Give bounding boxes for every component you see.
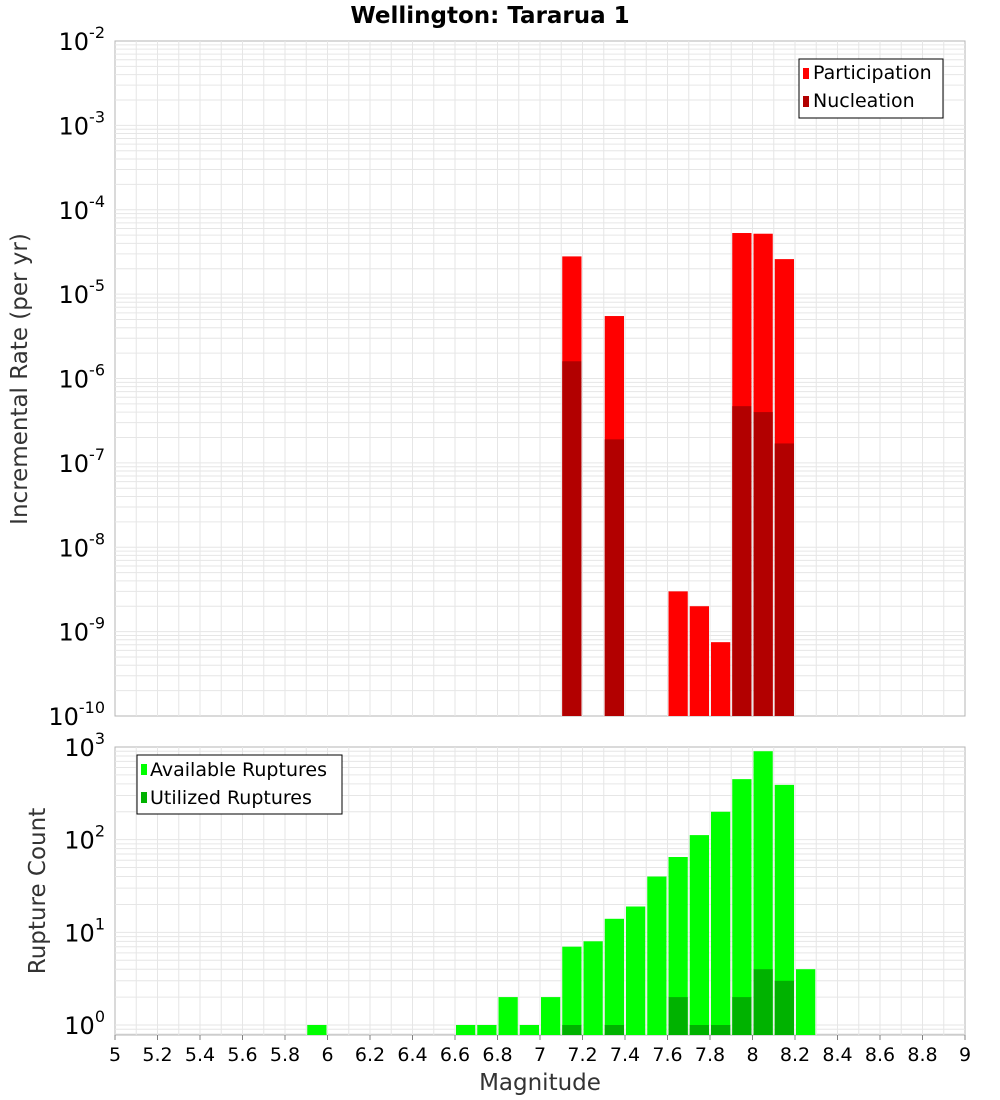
x-tick-label: 8 bbox=[746, 1044, 758, 1066]
legend-swatch-nucleation bbox=[803, 96, 809, 107]
available-ruptures-bar bbox=[689, 835, 709, 1035]
available-ruptures-bar bbox=[498, 997, 518, 1035]
utilized-ruptures-bar bbox=[604, 1025, 624, 1035]
legend-label-available: Available Ruptures bbox=[150, 759, 327, 781]
x-tick-label: 6.8 bbox=[482, 1044, 512, 1066]
available-ruptures-bar bbox=[583, 941, 603, 1035]
x-tick-label: 7.8 bbox=[695, 1044, 725, 1066]
nucleation-bar bbox=[753, 412, 773, 716]
utilized-ruptures-bar bbox=[562, 1025, 582, 1035]
count-panel: 100 101 102 103 5 5.2 5.4 5.6 5.8 6 6.2 6.4 6.6 6.8 7… bbox=[25, 729, 971, 1096]
available-ruptures-bar bbox=[711, 811, 731, 1035]
x-tick-label: 8.6 bbox=[865, 1044, 895, 1066]
count-legend-box bbox=[136, 754, 343, 815]
legend-label-participation: Participation bbox=[813, 62, 932, 84]
y-tick-label: 10-8 bbox=[59, 529, 106, 562]
nucleation-bar bbox=[562, 361, 582, 716]
y-tick-label: 10-6 bbox=[59, 361, 106, 394]
available-ruptures-bar bbox=[604, 918, 624, 1035]
x-tick-label: 8.4 bbox=[822, 1044, 852, 1066]
x-axis-label: Magnitude bbox=[479, 1070, 601, 1096]
y-tick-label: 10-5 bbox=[59, 276, 106, 309]
x-tick-label: 6 bbox=[321, 1044, 333, 1066]
available-ruptures-bar bbox=[796, 969, 816, 1035]
utilized-ruptures-bar bbox=[689, 1025, 709, 1035]
legend-swatch-participation bbox=[803, 68, 809, 79]
rate-y-ticks: 10-10 10-9 10-8 10-7 10-6 10-5 10-4 10-3 10-2 bbox=[48, 23, 105, 731]
y-tick-label: 100 bbox=[64, 1007, 105, 1040]
rate-legend-box bbox=[798, 58, 944, 119]
chart-title: Wellington: Tararua 1 bbox=[350, 3, 629, 29]
y-tick-label: 101 bbox=[64, 914, 105, 947]
x-tick-label: 8.2 bbox=[780, 1044, 810, 1066]
x-tick-label: 9 bbox=[959, 1044, 971, 1066]
x-tick-label: 5.6 bbox=[227, 1044, 257, 1066]
x-tick-label: 6.4 bbox=[397, 1044, 427, 1066]
available-ruptures-bar bbox=[541, 997, 561, 1035]
y-tick-label: 10-4 bbox=[59, 192, 106, 225]
x-tick-label: 7.2 bbox=[567, 1044, 597, 1066]
x-tick-label: 6.6 bbox=[440, 1044, 470, 1066]
count-y-axis-label: Rupture Count bbox=[25, 808, 51, 974]
x-tick-label: 8.8 bbox=[907, 1044, 937, 1066]
count-y-ticks: 100 101 102 103 bbox=[64, 729, 105, 1040]
available-ruptures-bar bbox=[626, 906, 646, 1035]
available-ruptures-bar bbox=[307, 1025, 327, 1035]
available-ruptures-bar bbox=[519, 1025, 539, 1035]
nucleation-bar bbox=[732, 406, 752, 716]
participation-bar bbox=[689, 606, 709, 716]
y-tick-label: 103 bbox=[64, 729, 105, 762]
x-tick-label: 5.8 bbox=[270, 1044, 300, 1066]
available-ruptures-bar bbox=[668, 857, 688, 1035]
nucleation-bar bbox=[604, 439, 624, 716]
legend-label-nucleation: Nucleation bbox=[813, 90, 915, 112]
x-tick-label: 7 bbox=[534, 1044, 546, 1066]
available-ruptures-bar bbox=[753, 751, 773, 1035]
y-tick-label: 10-10 bbox=[48, 698, 105, 731]
utilized-ruptures-bar bbox=[753, 969, 773, 1035]
utilized-ruptures-bar bbox=[774, 980, 794, 1035]
rate-legend: Participation Nucleation bbox=[798, 58, 944, 119]
available-ruptures-bar bbox=[774, 784, 794, 1035]
x-tick-label: 5 bbox=[109, 1044, 121, 1066]
available-ruptures-bar bbox=[732, 779, 752, 1035]
available-ruptures-bar bbox=[456, 1025, 476, 1035]
available-ruptures-bar bbox=[562, 946, 582, 1035]
rate-y-axis-label: Incremental Rate (per yr) bbox=[7, 233, 33, 525]
utilized-ruptures-bar bbox=[711, 1025, 731, 1035]
participation-bar bbox=[668, 591, 688, 716]
x-tick-label: 5.2 bbox=[142, 1044, 172, 1066]
participation-bar bbox=[711, 642, 731, 716]
legend-swatch-utilized bbox=[141, 792, 147, 803]
x-tick-label: 7.4 bbox=[610, 1044, 640, 1066]
available-ruptures-bar bbox=[647, 876, 667, 1035]
x-tick-label: 7.6 bbox=[652, 1044, 682, 1066]
y-tick-label: 10-9 bbox=[59, 614, 106, 647]
y-tick-label: 10-3 bbox=[59, 107, 106, 140]
legend-label-utilized: Utilized Ruptures bbox=[150, 787, 312, 809]
magnitude-x-ticks: 5 5.2 5.4 5.6 5.8 6 6.2 6.4 6.6 6.8 7 7.2 7.4 7.6 7.8 8… bbox=[109, 1035, 971, 1066]
available-ruptures-bar bbox=[477, 1025, 497, 1035]
utilized-ruptures-bar bbox=[732, 997, 752, 1035]
y-tick-label: 102 bbox=[64, 822, 105, 855]
x-tick-label: 5.4 bbox=[185, 1044, 215, 1066]
count-bars bbox=[307, 751, 816, 1035]
count-legend: Available Ruptures Utilized Ruptures bbox=[136, 754, 343, 815]
rate-bars bbox=[562, 233, 794, 716]
y-tick-label: 10-7 bbox=[59, 445, 106, 478]
x-tick-label: 6.2 bbox=[355, 1044, 385, 1066]
rate-grid bbox=[115, 41, 965, 716]
rate-panel: 10-10 10-9 10-8 10-7 10-6 10-5 10-4 10-3 10-2 In… bbox=[7, 23, 966, 731]
legend-swatch-available bbox=[141, 764, 147, 775]
utilized-ruptures-bar bbox=[668, 997, 688, 1035]
y-tick-label: 10-2 bbox=[59, 23, 106, 56]
nucleation-bar bbox=[774, 443, 794, 716]
